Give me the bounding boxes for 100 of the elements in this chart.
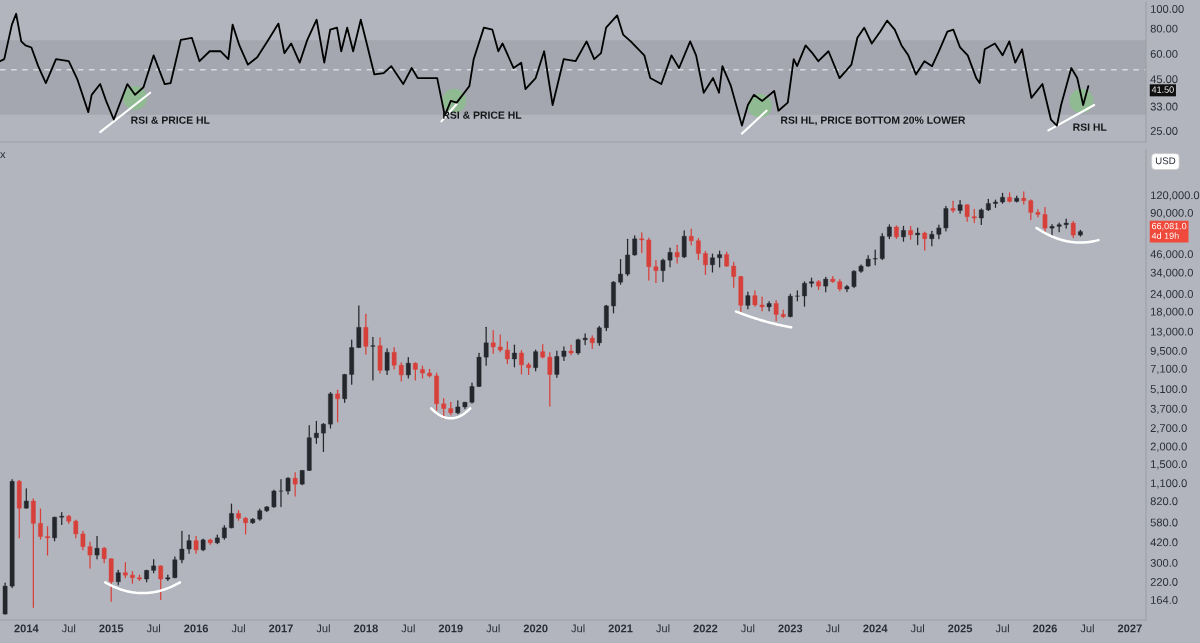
x-tick-label: Jul [316,624,330,633]
y-tick-label: 13,000.0 [1151,327,1193,337]
candlestick [321,422,326,453]
x-tick-label: 2021 [608,624,633,633]
candlestick [568,344,574,356]
candlestick [38,508,43,540]
annotation: RSI & PRICE HL [131,116,210,124]
y-tick-label: 24,000.0 [1150,290,1193,300]
candlestick [370,336,376,381]
annotation: RSI HL [1073,123,1107,131]
candlestick [787,293,793,318]
x-tick-label: 2022 [693,624,718,633]
candlestick [31,498,36,608]
x-tick-label: Jul [486,624,500,633]
x-tick-label: Jul [825,624,840,633]
candlestick [611,280,616,314]
y-tick-label: 580.0 [1150,518,1178,527]
candlestick [314,420,319,444]
y-tick-label: 90,000.0 [1150,208,1193,219]
candlestick [94,535,100,560]
y-tick-label: 300.0 [1150,559,1178,567]
candlestick [802,281,807,307]
y-tick-label: 45.00 [1150,75,1178,84]
y-tick-label: 25.00 [1150,127,1178,135]
annotation: x [0,152,6,159]
y-tick-label: 1,100.0 [1151,479,1187,489]
candlestick [23,488,29,509]
y-tick-label: 80.00 [1150,24,1178,33]
y-tick-label: 420.0 [1150,538,1178,547]
x-tick-label: 2017 [269,624,293,633]
candlestick [618,258,623,285]
y-tick-label: 5,100.0 [1150,385,1187,395]
y-tick-label: 60.00 [1150,49,1178,58]
x-tick-label: Jul [910,624,925,633]
x-tick-label: Jul [146,624,161,633]
x-tick-label: Jul [740,624,755,633]
x-tick-label: 2020 [523,624,548,633]
x-tick-label: Jul [656,624,670,633]
candlestick [505,341,510,365]
candlestick [696,237,701,261]
x-tick-label: Jul [571,624,585,633]
y-tick-label: 46,000.0 [1150,250,1193,260]
candlestick [229,503,234,529]
text: 41.50 [1151,86,1174,93]
x-tick-label: 2018 [353,624,378,633]
candlestick [158,565,164,601]
candlestick [681,230,687,259]
x-tick-label: 2014 [14,624,39,633]
candlestick [604,304,609,332]
candlestick [533,349,538,372]
candlestick [292,472,298,497]
candlestick [405,356,411,379]
x-tick-label: 2024 [863,624,888,633]
x-tick-label: 2026 [1033,624,1057,633]
y-tick-label: 18,000.0 [1151,307,1193,317]
y-tick-label: 2,000.0 [1150,442,1187,452]
x-tick-label: 2019 [438,624,463,633]
candlestick [950,200,956,213]
candlestick [441,398,447,420]
candlestick [356,305,362,349]
x-tick-label: 2025 [948,624,973,633]
candlestick [45,526,50,556]
y-tick-label: 1,500.0 [1151,460,1187,470]
x-tick-label: 2023 [778,624,803,633]
annotation: RSI & PRICE HL [443,111,522,119]
x-tick-label: 2027 [1117,624,1142,633]
candlestick [596,325,602,346]
candlestick [519,350,524,375]
candlestick [547,352,553,407]
candlestick [384,348,390,376]
y-tick-label: 220.0 [1150,578,1178,586]
y-tick-label: 33.00 [1150,102,1178,111]
y-tick-label: 7,100.0 [1150,364,1187,375]
y-tick-label: 9,500.0 [1150,346,1187,357]
x-tick-label: Jul [1080,624,1094,633]
y-tick-label: 820.0 [1150,497,1178,506]
x-tick-label: Jul [401,624,415,633]
y-tick-label: 100.00 [1151,5,1184,13]
x-tick-label: 2016 [184,624,209,633]
x-tick-label: Jul [231,624,245,633]
candlestick [512,344,517,368]
x-tick-label: Jul [61,624,76,633]
y-tick-label: 3,700.0 [1150,404,1187,415]
y-tick-label: 34,000.0 [1150,268,1193,278]
candlestick [335,389,340,423]
candlestick [731,261,737,288]
text: USD [1155,157,1176,165]
y-tick-label: 164.0 [1151,596,1178,604]
candlestick [52,516,57,542]
candlestick [703,250,708,276]
x-tick-label: 2015 [99,624,124,633]
candlestick [363,313,369,355]
y-tick-label: 2,700.0 [1150,424,1187,434]
x-tick-label: Jul [995,624,1009,633]
annotation: RSI HL, PRICE BOTTOM 20% LOWER [781,116,966,126]
y-tick-label: 120,000.0 [1151,191,1200,201]
candlestick [632,235,638,256]
text: 66,081.0 4d 19h [1151,222,1187,239]
candlestick [278,479,284,508]
candlestick [625,238,630,277]
